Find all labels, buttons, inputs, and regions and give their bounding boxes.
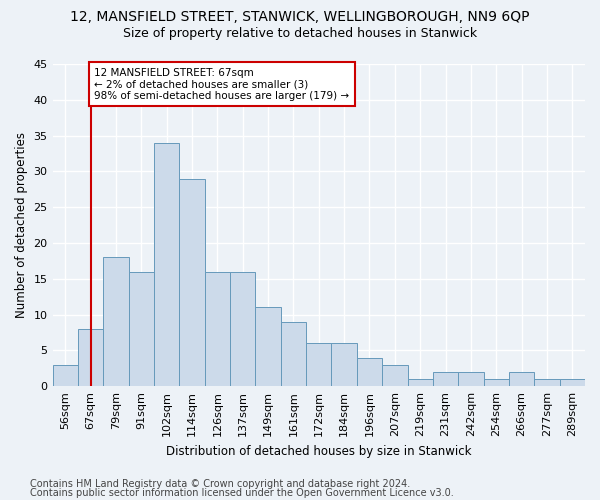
Text: 12, MANSFIELD STREET, STANWICK, WELLINGBOROUGH, NN9 6QP: 12, MANSFIELD STREET, STANWICK, WELLINGB…	[70, 10, 530, 24]
Bar	[458, 372, 484, 386]
Bar	[484, 379, 509, 386]
Text: 12 MANSFIELD STREET: 67sqm
← 2% of detached houses are smaller (3)
98% of semi-d: 12 MANSFIELD STREET: 67sqm ← 2% of detac…	[94, 68, 350, 101]
Text: Size of property relative to detached houses in Stanwick: Size of property relative to detached ho…	[123, 28, 477, 40]
Bar	[78, 329, 103, 386]
Bar	[433, 372, 458, 386]
Bar	[534, 379, 560, 386]
Bar	[154, 143, 179, 386]
Y-axis label: Number of detached properties: Number of detached properties	[15, 132, 28, 318]
Bar	[306, 343, 331, 386]
Bar	[281, 322, 306, 386]
Bar	[128, 272, 154, 386]
Bar	[103, 258, 128, 386]
Bar	[256, 308, 281, 386]
Bar	[560, 379, 585, 386]
Bar	[407, 379, 433, 386]
Bar	[382, 364, 407, 386]
Bar	[331, 343, 357, 386]
Bar	[179, 178, 205, 386]
Bar	[230, 272, 256, 386]
Bar	[357, 358, 382, 386]
Bar	[53, 364, 78, 386]
Bar	[509, 372, 534, 386]
Text: Contains public sector information licensed under the Open Government Licence v3: Contains public sector information licen…	[30, 488, 454, 498]
Text: Contains HM Land Registry data © Crown copyright and database right 2024.: Contains HM Land Registry data © Crown c…	[30, 479, 410, 489]
X-axis label: Distribution of detached houses by size in Stanwick: Distribution of detached houses by size …	[166, 444, 472, 458]
Bar	[205, 272, 230, 386]
